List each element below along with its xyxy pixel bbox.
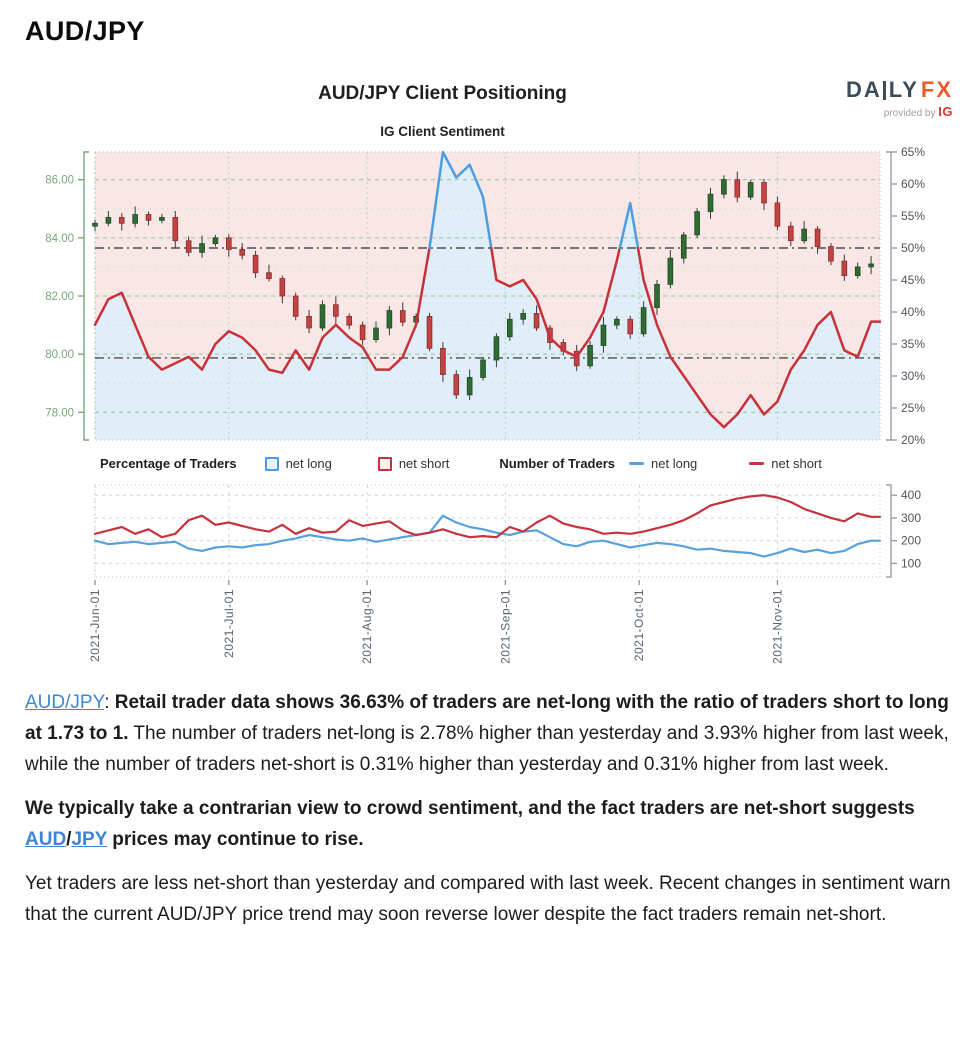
svg-text:200: 200 bbox=[901, 534, 921, 548]
inline-link[interactable]: AUD bbox=[25, 829, 67, 850]
svg-text:78.00: 78.00 bbox=[45, 407, 74, 419]
inline-link[interactable]: JPY bbox=[71, 829, 108, 850]
paragraph-text: Yet traders are less net-short than yest… bbox=[25, 873, 951, 925]
net-short-line-icon bbox=[749, 461, 765, 466]
svg-text:2021-Jun-01: 2021-Jun-01 bbox=[88, 589, 102, 662]
svg-text:65%: 65% bbox=[901, 147, 925, 159]
paragraph-text: prices may continue to rise. bbox=[107, 829, 364, 850]
dailyfx-logo: DA LY FX provided by IG bbox=[846, 79, 953, 119]
summary-paragraph: AUD/JPY: Retail trader data shows 36.63%… bbox=[25, 687, 954, 780]
contrarian-paragraph: We typically take a contrarian view to c… bbox=[25, 793, 954, 855]
svg-text:2021-Aug-01: 2021-Aug-01 bbox=[360, 589, 374, 664]
paragraph-text: Retail trader data shows 36.63% of trade… bbox=[25, 692, 949, 744]
svg-text:82.00: 82.00 bbox=[45, 291, 74, 303]
svg-text:86.00: 86.00 bbox=[45, 175, 74, 187]
date-axis: 2021-Jun-01 2021-Jul-01 2021-Aug-01 2021-Se… bbox=[88, 580, 784, 664]
article-body: AUD/JPY: Retail trader data shows 36.63%… bbox=[25, 687, 954, 930]
chart-legend: Percentage of Traders net long net short… bbox=[100, 456, 822, 471]
page-title: AUD/JPY bbox=[25, 16, 145, 46]
svg-text:400: 400 bbox=[901, 488, 921, 502]
svg-text:40%: 40% bbox=[901, 305, 925, 319]
svg-text:84.00: 84.00 bbox=[45, 233, 74, 245]
svg-text:25%: 25% bbox=[901, 401, 925, 415]
net-short-swatch-icon bbox=[377, 456, 392, 471]
paragraph-text: We typically take a contrarian view to c… bbox=[25, 798, 915, 819]
paragraph-text: / bbox=[66, 829, 72, 850]
svg-text:50%: 50% bbox=[901, 241, 925, 255]
legend-num-net-short: net short bbox=[749, 456, 822, 471]
net-long-swatch-icon bbox=[264, 456, 279, 471]
number-of-traders-chart: 400 300 200 100 bbox=[93, 484, 921, 578]
sentiment-chart-card: AUD/JPY Client Positioning DA LY FX provid… bbox=[0, 73, 979, 669]
paragraph-text: : bbox=[104, 692, 115, 713]
logo-candle-icon bbox=[882, 80, 886, 100]
svg-text:100: 100 bbox=[901, 556, 921, 570]
net-long-line-icon bbox=[629, 461, 645, 466]
svg-text:300: 300 bbox=[901, 511, 921, 525]
provided-by-ig: provided by IG bbox=[883, 104, 953, 119]
legend-num-group-label: Number of Traders bbox=[499, 456, 616, 471]
svg-text:20%: 20% bbox=[901, 433, 925, 447]
legend-pct-group-label: Percentage of Traders bbox=[100, 456, 237, 471]
legend-num-net-long: net long bbox=[629, 456, 697, 471]
svg-text:2021-Oct-01: 2021-Oct-01 bbox=[632, 589, 646, 661]
svg-text:55%: 55% bbox=[901, 209, 925, 223]
svg-text:2021-Nov-01: 2021-Nov-01 bbox=[770, 589, 784, 664]
svg-text:30%: 30% bbox=[901, 369, 925, 383]
svg-text:80.00: 80.00 bbox=[45, 349, 74, 361]
dailyfx-wordmark: DA LY FX bbox=[846, 77, 953, 102]
svg-text:35%: 35% bbox=[901, 337, 925, 351]
chart-subtitle: IG Client Sentiment bbox=[380, 124, 505, 139]
main-sentiment-chart: 86.00 84.00 82.00 80.00 78.00 65% 60% 55% 50% 45%… bbox=[45, 147, 925, 447]
chart-title: AUD/JPY Client Positioning bbox=[318, 83, 567, 104]
svg-text:45%: 45% bbox=[901, 273, 925, 287]
legend-pct-net-long: net long bbox=[264, 456, 332, 471]
paragraph-text: The number of traders net-long is 2.78% … bbox=[25, 723, 949, 775]
svg-text:2021-Sep-01: 2021-Sep-01 bbox=[498, 589, 512, 664]
svg-text:60%: 60% bbox=[901, 177, 925, 191]
svg-text:2021-Jul-01: 2021-Jul-01 bbox=[222, 589, 236, 658]
legend-pct-net-short: net short bbox=[377, 456, 449, 471]
outlook-paragraph: Yet traders are less net-short than yest… bbox=[25, 868, 954, 930]
inline-link[interactable]: AUD/JPY bbox=[25, 692, 105, 713]
